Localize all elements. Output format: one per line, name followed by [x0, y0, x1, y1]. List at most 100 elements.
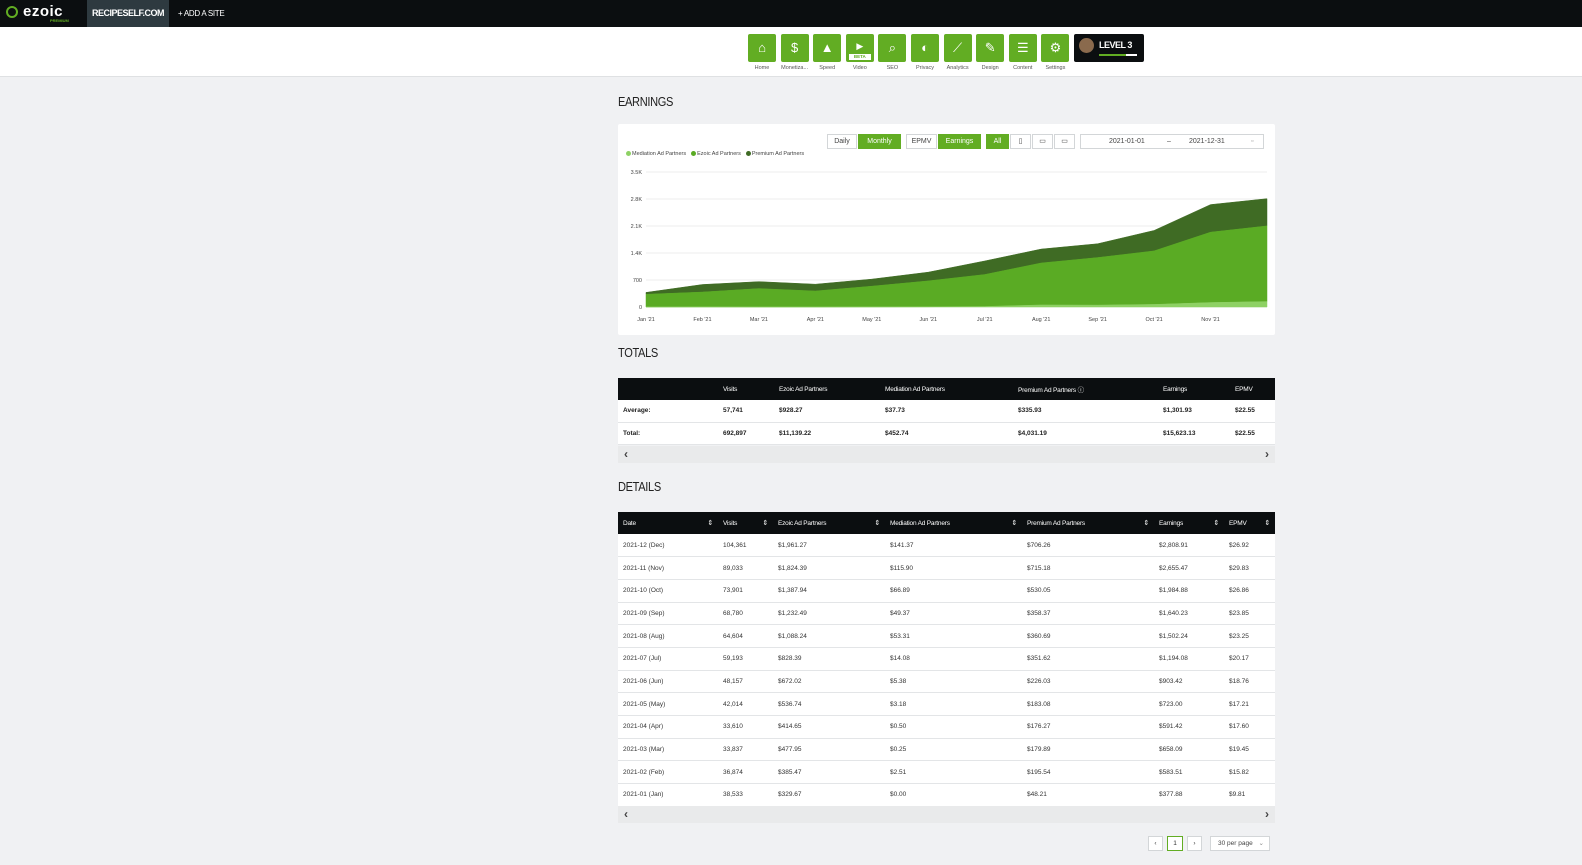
page-1-button[interactable]: 1	[1167, 836, 1183, 851]
desktop-device-button[interactable]: ▭	[1054, 134, 1075, 149]
column-header[interactable]: Premium Ad Partners ⇕	[1022, 512, 1154, 534]
nav-item-monetiza[interactable]: $ Monetiza...	[780, 34, 809, 71]
scroll-left-icon[interactable]: ‹	[624, 447, 628, 461]
daily-button[interactable]: Daily	[827, 134, 857, 149]
table-row: 2021-02 (Feb) 36,874 $385.47 $2.51 $195.54 $5…	[618, 760, 1275, 785]
table-cell: 89,033	[718, 556, 773, 580]
nav-item-video[interactable]: ▶ BETA Video	[845, 34, 874, 71]
legend-label: Premium Ad Partners	[751, 151, 805, 157]
table-cell: $29.83	[1224, 556, 1275, 580]
nav-glyph: ▶	[856, 41, 864, 51]
column-header[interactable]: Earnings ⇕	[1154, 512, 1224, 534]
column-header-label: Earnings	[1163, 385, 1188, 393]
table-cell: $1,984.88	[1154, 579, 1224, 603]
nav-item-settings[interactable]: ⚙ Settings	[1041, 34, 1070, 71]
y-tick-label: 2.8K	[631, 197, 643, 203]
chevron-down-icon: ⌄	[1258, 840, 1264, 847]
table-cell: $15,623.13	[1158, 422, 1230, 445]
scroll-right-icon[interactable]: ›	[1265, 807, 1269, 821]
level-label: LEVEL 3	[1099, 40, 1132, 50]
monthly-button[interactable]: Monthly	[858, 134, 901, 149]
x-tick-label: Jan '21	[637, 317, 655, 323]
x-tick-label: Nov '21	[1201, 317, 1219, 323]
per-page-select[interactable]: 30 per page ⌄	[1210, 836, 1270, 851]
nav-item-analytics[interactable]: ⟋ Analytics	[943, 34, 972, 71]
site-tab[interactable]: RECIPESELF.COM	[87, 0, 169, 27]
nav-glyph: ▲	[820, 40, 834, 55]
column-header-label: Mediation Ad Partners	[885, 385, 945, 393]
totals-table: Visits Ezoic Ad Partners Mediation Ad Part…	[618, 378, 1275, 445]
x-tick-label: Aug '21	[1032, 317, 1050, 323]
sort-icon[interactable]: ⇕	[1011, 519, 1017, 527]
next-page-button[interactable]: ›	[1187, 836, 1202, 851]
table-cell: $715.18	[1022, 556, 1154, 580]
column-header[interactable]: EPMV ⇕	[1224, 512, 1275, 534]
table-cell: $48.21	[1022, 783, 1154, 807]
table-cell: 2021-03 (Mar)	[618, 738, 718, 762]
table-cell: 692,897	[718, 422, 774, 445]
table-cell: $452.74	[880, 422, 1013, 445]
nav-label: Video	[852, 65, 867, 71]
details-scrollbar[interactable]: ‹ ›	[618, 806, 1275, 823]
nav-glyph: ☰	[1016, 40, 1029, 55]
column-header[interactable]: Visits ⇕	[718, 512, 773, 534]
earnings-button[interactable]: Earnings	[938, 134, 981, 149]
scroll-right-icon[interactable]: ›	[1265, 447, 1269, 461]
table-cell: Total:	[618, 422, 718, 445]
scroll-left-icon[interactable]: ‹	[624, 807, 628, 821]
column-header-label: Earnings	[1159, 519, 1184, 527]
sort-icon[interactable]: ⇕	[1143, 519, 1149, 527]
legend-item[interactable]: Premium Ad Partners	[745, 151, 805, 157]
area-series-mediation-ad-partners[interactable]	[645, 301, 1268, 308]
help-icon[interactable]: ⓘ	[1075, 387, 1085, 394]
legend-item[interactable]: Mediation Ad Partners	[626, 151, 686, 157]
top-bar: ezoic PREMIUM RECIPESELF.COM + ADD A SIT…	[0, 0, 1582, 27]
column-header[interactable]: Mediation Ad Partners ⇕	[885, 512, 1022, 534]
sort-icon[interactable]: ⇕	[1264, 519, 1270, 527]
all-devices-button[interactable]: All	[986, 134, 1009, 149]
table-cell: 33,837	[718, 738, 773, 762]
nav-glyph: ◐	[921, 40, 929, 55]
table-row: 2021-11 (Nov) 89,033 $1,824.39 $115.90 $715.…	[618, 556, 1275, 580]
column-header-label: Mediation Ad Partners	[890, 519, 950, 527]
add-site-link[interactable]: + ADD A SITE	[178, 9, 225, 18]
table-cell: 2021-10 (Oct)	[618, 579, 718, 603]
sort-icon[interactable]: ⇕	[762, 519, 768, 527]
sort-icon[interactable]: ⇕	[874, 519, 880, 527]
table-cell: $176.27	[1022, 715, 1154, 739]
table-cell: $0.50	[885, 715, 1022, 739]
date-separator: –	[1167, 138, 1171, 145]
nav-item-home[interactable]: ⌂ Home	[748, 34, 776, 71]
sort-icon[interactable]: ⇕	[1213, 519, 1219, 527]
details-title: DETAILS	[618, 479, 661, 494]
legend-label: Mediation Ad Partners	[632, 151, 687, 157]
nav-item-design[interactable]: ✎ Design	[976, 34, 1005, 71]
table-cell: $358.37	[1022, 602, 1154, 626]
legend-item[interactable]: Ezoic Ad Partners	[691, 151, 741, 157]
nav-label: Design	[981, 65, 999, 71]
epmv-button[interactable]: EPMV	[906, 134, 937, 149]
line-chart-icon: ⟋	[943, 34, 972, 62]
nav-item-seo[interactable]: ⌕ SEO	[878, 34, 907, 71]
sort-icon[interactable]: ⇕	[707, 519, 713, 527]
earnings-card: Daily Monthly EPMV Earnings All ▯ ▭ ▭ 20…	[618, 124, 1275, 335]
avatar	[1079, 38, 1094, 53]
ezoic-logo[interactable]: ezoic PREMIUM	[6, 3, 76, 24]
level-badge[interactable]: LEVEL 3	[1074, 34, 1144, 62]
table-cell: $37.73	[880, 400, 1013, 423]
table-cell: 42,014	[718, 692, 773, 716]
column-header[interactable]: Date ⇕	[618, 512, 718, 534]
column-header[interactable]: Ezoic Ad Partners ⇕	[773, 512, 885, 534]
nav-item-speed[interactable]: ▲ Speed	[813, 34, 842, 71]
dollar-icon: $	[780, 34, 809, 62]
mobile-device-button[interactable]: ▯	[1010, 134, 1031, 149]
nav-item-content[interactable]: ☰ Content	[1008, 34, 1037, 71]
prev-page-button[interactable]: ‹	[1148, 836, 1163, 851]
table-row: 2021-10 (Oct) 73,901 $1,387.94 $66.89 $530.0…	[618, 579, 1275, 603]
table-cell: $1,301.93	[1158, 400, 1230, 423]
date-range-input[interactable]: 2021-01-01 – 2021-12-31 ▫	[1080, 134, 1264, 149]
totals-scrollbar[interactable]: ‹ ›	[618, 446, 1275, 463]
tablet-device-button[interactable]: ▭	[1032, 134, 1053, 149]
x-tick-label: Apr '21	[807, 317, 824, 323]
nav-item-privacy[interactable]: ◐ Privacy	[911, 34, 939, 71]
